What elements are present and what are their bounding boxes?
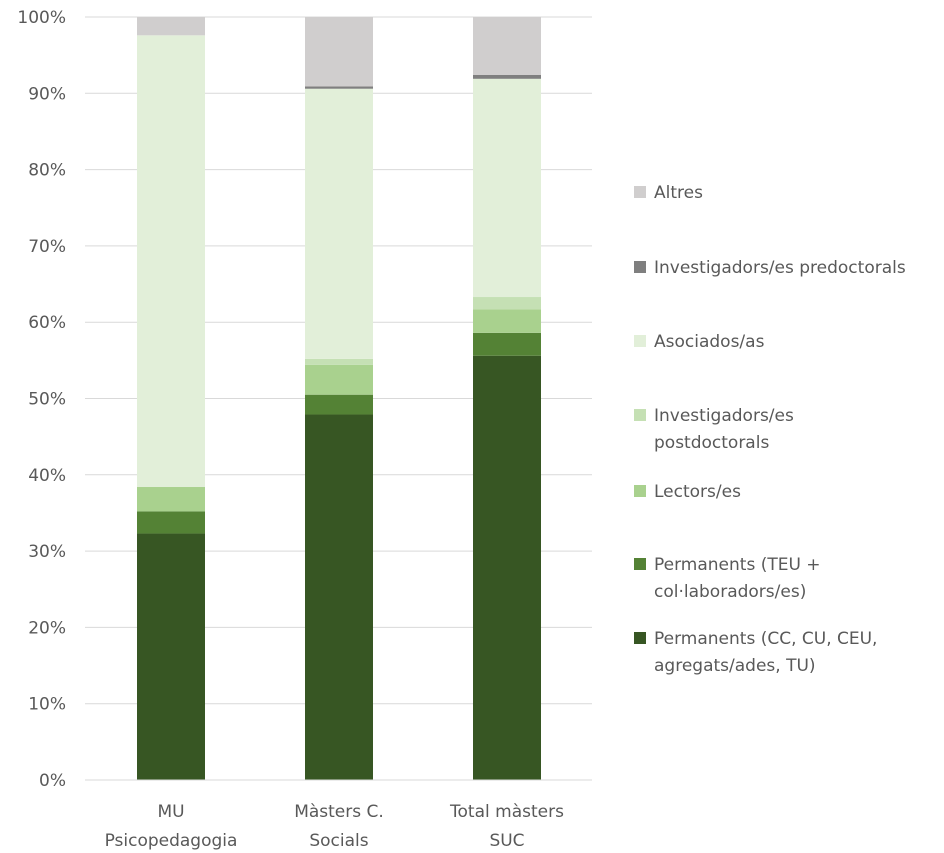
legend-label: Altres [654, 183, 703, 203]
legend-swatch [634, 409, 646, 421]
legend-label: Asociados/as [654, 332, 765, 352]
legend-label: postdoctorals [654, 433, 769, 453]
legend-label: Lectors/es [654, 482, 741, 502]
bar-segment [137, 17, 205, 36]
legend: Altres Investigadors/es predoctorals Asoci… [634, 183, 906, 676]
bar-segment [473, 297, 541, 310]
x-category-label: Socials [309, 831, 368, 851]
y-tick-label: 70% [28, 237, 66, 257]
y-tick-label: 50% [28, 390, 66, 410]
y-tick-label: 100% [17, 8, 66, 28]
bar-segment [305, 364, 373, 395]
legend-swatch [634, 186, 646, 198]
x-axis-category-labels: MU Psicopedagogia Màsters C. Socials Total m… [105, 802, 565, 851]
bar-segment [137, 533, 205, 780]
legend-swatch [634, 558, 646, 570]
y-tick-label: 10% [28, 695, 66, 715]
legend-label: Investigadors/es predoctorals [654, 258, 906, 278]
y-tick-label: 30% [28, 542, 66, 562]
legend-label: Permanents (TEU + [654, 555, 821, 575]
legend-label: Investigadors/es [654, 406, 794, 426]
bar-segment [473, 74, 541, 79]
bar-segment [473, 78, 541, 298]
x-category-label: MU [157, 802, 184, 822]
bar-segment [305, 414, 373, 780]
x-category-label: Psicopedagogia [105, 831, 238, 851]
bar-segment [137, 35, 205, 488]
legend-swatch [634, 632, 646, 644]
y-tick-label: 40% [28, 466, 66, 486]
x-category-label: Total màsters [449, 802, 564, 822]
bar-segment [305, 17, 373, 87]
y-tick-label: 90% [28, 84, 66, 104]
legend-swatch [634, 335, 646, 347]
bar-segment [137, 511, 205, 534]
legend-label: agregats/ades, TU) [654, 656, 816, 676]
bars [137, 17, 541, 780]
bar-segment [305, 86, 373, 89]
legend-swatch [634, 485, 646, 497]
legend-label: Permanents (CC, CU, CEU, [654, 629, 877, 649]
x-category-label: Màsters C. [294, 802, 384, 822]
bar-segment [137, 487, 205, 512]
bar-segment [473, 309, 541, 333]
bar-segment [473, 355, 541, 780]
x-category-label: SUC [489, 831, 524, 851]
y-tick-label: 80% [28, 161, 66, 181]
bar-segment [473, 332, 541, 356]
y-tick-label: 20% [28, 618, 66, 638]
y-tick-label: 0% [39, 771, 66, 791]
legend-label: col·laboradors/es) [654, 582, 806, 602]
y-tick-label: 60% [28, 313, 66, 333]
bar-segment [473, 17, 541, 75]
bar-segment [305, 394, 373, 415]
legend-swatch [634, 261, 646, 273]
bar-segment [305, 88, 373, 359]
y-axis-tick-labels: 0% 10% 20% 30% 40% 50% 60% 70% 80% 90% 100% [17, 8, 66, 791]
bar-segment [305, 358, 373, 365]
